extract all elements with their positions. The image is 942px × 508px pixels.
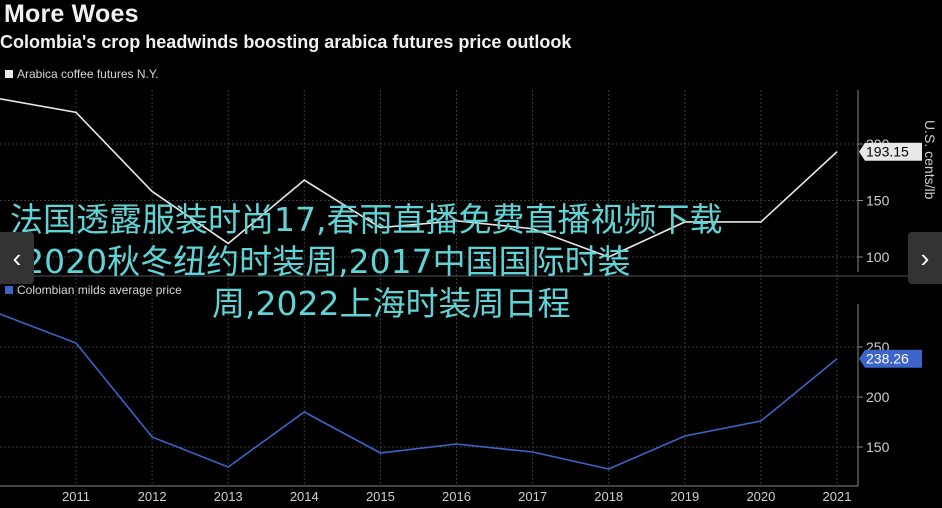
last-value-badge-0	[859, 142, 922, 161]
x-tick-label-2015: 2015	[366, 489, 395, 504]
legend-arabica: Arabica coffee futures N.Y.	[5, 67, 159, 81]
x-tick-label-2019: 2019	[670, 489, 699, 504]
last-value-label-0: 193.15	[859, 142, 922, 161]
last-value-text-0: 193.15	[866, 144, 909, 160]
x-tick-label-2021: 2021	[823, 489, 852, 504]
next-slide-button[interactable]: ›	[908, 232, 942, 284]
series-line-0	[0, 98, 838, 258]
y-tick-label-0-100: 100	[866, 249, 890, 265]
legend-swatch-arabica	[5, 70, 13, 78]
x-tick-label-2012: 2012	[138, 489, 167, 504]
x-tick-label-2011: 2011	[62, 489, 90, 504]
chevron-right-icon: ›	[920, 242, 930, 273]
x-tick-label-2018: 2018	[594, 489, 623, 504]
legend-label-colombian: Colombian milds average price	[17, 283, 182, 297]
x-tick-label-2020: 2020	[746, 489, 775, 504]
legend-label-arabica: Arabica coffee futures N.Y.	[17, 67, 159, 81]
y-tick-label-1-200: 200	[866, 389, 890, 405]
overlay-text-line-1: 法国透露服装时尚17,春雨直播免费直播视频下载	[10, 200, 723, 239]
series-line-1	[0, 313, 838, 470]
last-value-label-1: 238.26	[859, 349, 922, 368]
chart-title: More Woes	[4, 0, 139, 28]
x-tick-label-2014: 2014	[290, 489, 319, 504]
y-tick-label-0-150: 150	[866, 193, 890, 209]
overlay-text-line-2: ;2020秋冬纽约时装周,2017中国国际时装	[12, 242, 631, 281]
last-value-badge-1	[859, 349, 922, 368]
chart-subtitle: Colombia's crop headwinds boosting arabi…	[0, 32, 572, 52]
y-axis-label-0: U.S. cents/lb	[922, 120, 938, 200]
x-tick-label-2013: 2013	[214, 489, 243, 504]
y-tick-label-1-150: 150	[866, 439, 890, 455]
last-value-text-1: 238.26	[866, 351, 909, 367]
x-tick-label-2017: 2017	[518, 489, 547, 504]
legend-colombian: Colombian milds average price	[5, 283, 182, 297]
prev-slide-button[interactable]: ‹	[0, 232, 34, 284]
chevron-left-icon: ‹	[12, 242, 22, 273]
overlay-text-line-3: 周,2022上海时装周日程	[212, 284, 571, 323]
legend-swatch-colombian	[5, 286, 13, 294]
x-tick-label-2016: 2016	[442, 489, 471, 504]
